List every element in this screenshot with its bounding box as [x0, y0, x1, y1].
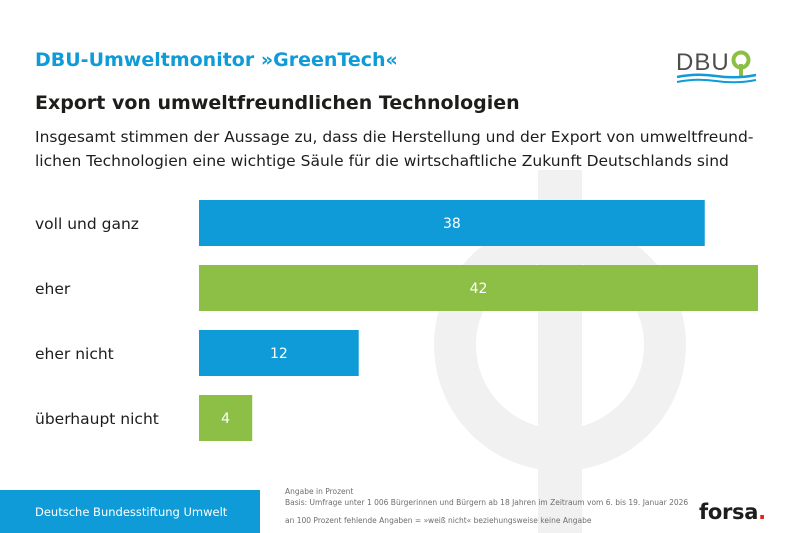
category-label: voll und ganz — [35, 215, 139, 233]
forsa-dot: . — [758, 500, 766, 524]
category-label: eher — [35, 280, 71, 298]
forsa-text: forsa — [699, 500, 759, 524]
brand-title: DBU-Umweltmonitor »GreenTech« — [35, 49, 398, 71]
bar — [199, 200, 705, 246]
dbu-logo-icon: DBU — [676, 49, 757, 84]
question-line-1: Insgesamt stimmen der Aussage zu, dass d… — [35, 128, 754, 146]
question-line-2: lichen Technologien eine wichtige Säule … — [35, 152, 729, 170]
data-label: 12 — [270, 346, 288, 362]
chart-headline: Export von umweltfreundlichen Technologi… — [35, 92, 520, 114]
note-unit: Angabe in Prozent — [285, 487, 354, 496]
footnotes: Angabe in Prozent Basis: Umfrage unter 1… — [285, 487, 688, 527]
data-label: 42 — [470, 281, 488, 297]
note-missing: an 100 Prozent fehlende Angaben = »weiß … — [285, 516, 592, 525]
data-label: 4 — [221, 411, 230, 427]
data-label: 38 — [443, 216, 461, 232]
category-label: eher nicht — [35, 345, 114, 363]
footer-org: Deutsche Bundesstiftung Umwelt — [35, 505, 228, 519]
footer-bar: Deutsche Bundesstiftung Umwelt — [0, 490, 260, 533]
logo-text: DBU — [676, 49, 730, 76]
bar — [199, 330, 359, 376]
bar — [199, 395, 253, 441]
chart-question: Insgesamt stimmen der Aussage zu, dass d… — [35, 125, 765, 173]
bar — [199, 265, 758, 311]
category-label: überhaupt nicht — [35, 410, 159, 428]
note-basis: Basis: Umfrage unter 1 006 Bürgerinnen u… — [285, 497, 689, 507]
forsa-logo: forsa. — [699, 500, 766, 524]
